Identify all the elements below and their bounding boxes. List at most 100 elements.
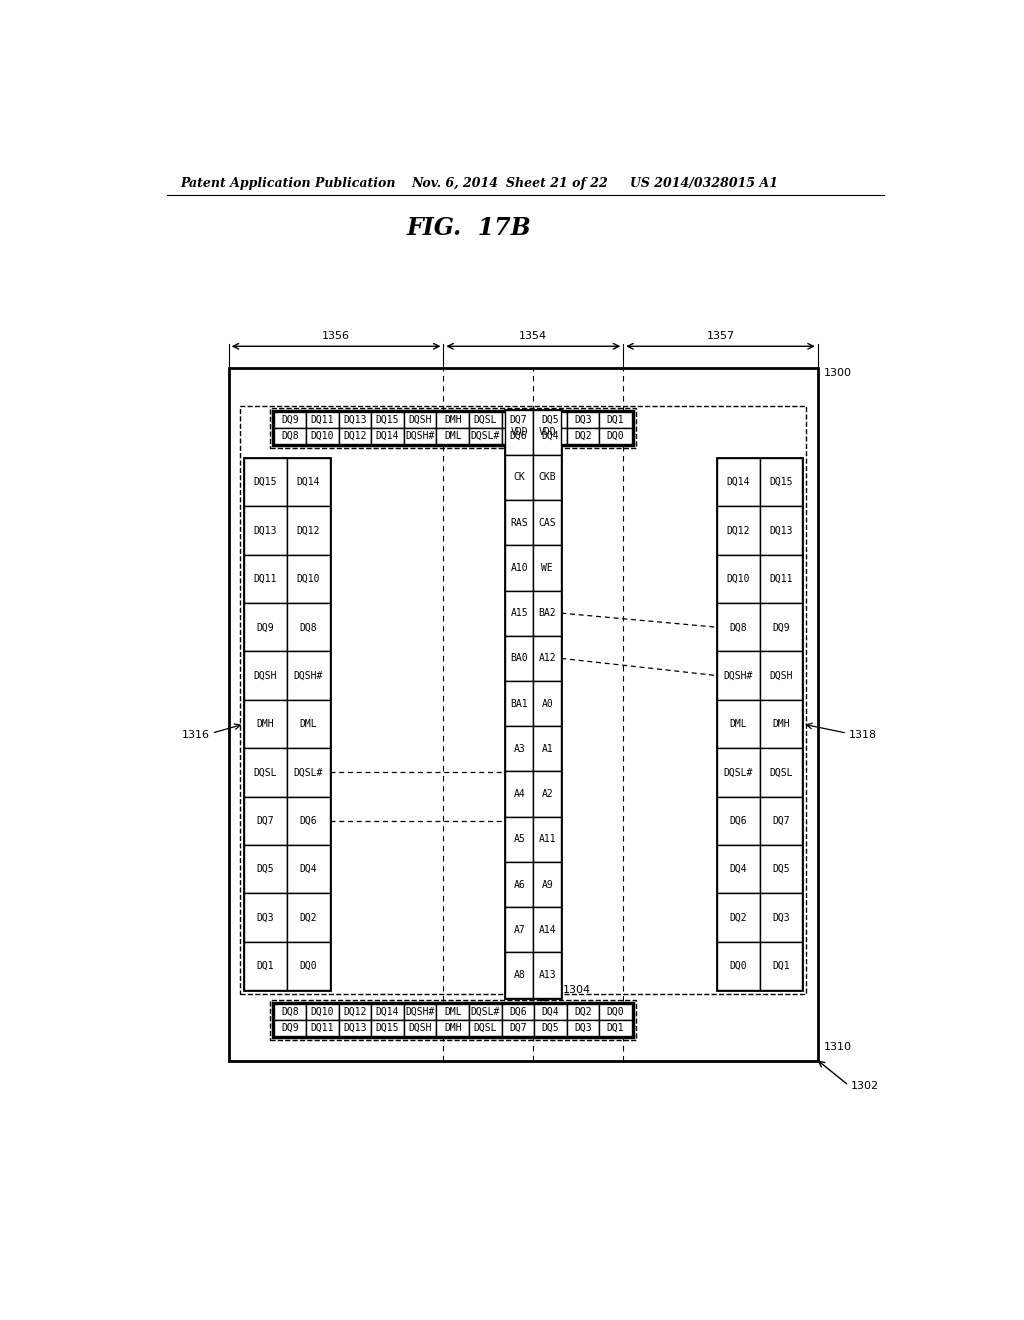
Text: DQ5: DQ5 [772,865,790,874]
Text: DQ3: DQ3 [257,912,274,923]
Bar [506,953,534,998]
Text: DQSH: DQSH [769,671,793,681]
Bar [241,405,806,994]
Bar [760,651,802,700]
Bar [534,953,561,998]
Text: DQ5: DQ5 [542,1023,559,1034]
Bar [287,507,330,554]
Bar [717,845,760,894]
Text: Nov. 6, 2014: Nov. 6, 2014 [411,177,498,190]
Text: A7: A7 [513,925,525,935]
Text: A14: A14 [539,925,556,935]
Bar [506,726,534,771]
Bar [506,681,534,726]
Bar [306,428,339,444]
Bar [228,368,818,1061]
Bar [469,1003,502,1020]
Bar [566,1020,599,1036]
Bar [273,1003,633,1038]
Bar [273,428,306,444]
Text: 1300: 1300 [824,368,852,378]
Bar [760,507,802,554]
Text: BA1: BA1 [511,698,528,709]
Bar [306,1020,339,1036]
Bar [506,500,534,545]
Text: DML: DML [444,1007,462,1016]
Bar [273,1003,306,1020]
Text: DQ8: DQ8 [299,622,317,632]
Text: DQ4: DQ4 [542,432,559,441]
Text: DQ0: DQ0 [299,961,317,970]
Text: DQSH#: DQSH# [724,671,753,681]
Text: DQ6: DQ6 [729,816,748,826]
Text: DQ9: DQ9 [257,622,274,632]
Bar [273,412,306,428]
Text: Patent Application Publication: Patent Application Publication [180,177,396,190]
Bar [245,941,287,990]
Bar [287,845,330,894]
Bar [760,458,802,507]
Text: CKB: CKB [539,473,556,482]
Bar [403,1020,436,1036]
Bar [534,409,561,455]
Bar [287,894,330,941]
Bar [306,412,339,428]
Bar [566,428,599,444]
Text: DQ5: DQ5 [542,414,559,425]
Text: DMH: DMH [772,719,790,729]
Bar [506,409,534,455]
Bar [534,545,561,590]
Text: 1354: 1354 [519,331,548,341]
Bar [506,771,534,817]
Text: CK: CK [513,473,525,482]
Text: DQ12: DQ12 [727,525,750,536]
Bar [436,1020,469,1036]
Bar [599,412,632,428]
Bar [403,1003,436,1020]
Bar [760,700,802,748]
Text: 1302: 1302 [851,1081,880,1092]
Bar [270,1001,636,1040]
Bar [287,941,330,990]
Text: A6: A6 [513,879,525,890]
Bar [287,554,330,603]
Text: DQ9: DQ9 [772,622,790,632]
Text: DQ10: DQ10 [296,574,319,583]
Bar [245,458,330,990]
Text: DQ14: DQ14 [376,1007,399,1016]
Text: DQ10: DQ10 [310,432,334,441]
Text: A0: A0 [542,698,553,709]
Text: CAS: CAS [539,517,556,528]
Bar [339,428,372,444]
Text: A4: A4 [513,789,525,799]
Text: A3: A3 [513,744,525,754]
Bar [502,1020,535,1036]
Text: DMH: DMH [444,414,462,425]
Text: A1: A1 [542,744,553,754]
Text: VDD: VDD [539,428,556,437]
Text: US 2014/0328015 A1: US 2014/0328015 A1 [630,177,778,190]
Bar [502,1003,535,1020]
Bar [717,651,760,700]
Bar [760,894,802,941]
Text: DQ9: DQ9 [282,414,299,425]
Bar [506,545,534,590]
Text: FIG.  17B: FIG. 17B [407,215,531,240]
Bar [506,817,534,862]
Text: Sheet 21 of 22: Sheet 21 of 22 [506,177,608,190]
Text: DQ8: DQ8 [729,622,748,632]
Text: DQ6: DQ6 [509,432,526,441]
Bar [760,554,802,603]
Text: DQ4: DQ4 [299,865,317,874]
Text: DQSH#: DQSH# [406,1007,435,1016]
Text: A9: A9 [542,879,553,890]
Text: DML: DML [299,719,317,729]
Text: A11: A11 [539,834,556,845]
Text: DQ2: DQ2 [574,1007,592,1016]
Bar [534,817,561,862]
Text: DQ10: DQ10 [310,1007,334,1016]
Bar [245,554,287,603]
Text: DQ1: DQ1 [606,1023,625,1034]
Bar [760,796,802,845]
Bar [599,1003,632,1020]
